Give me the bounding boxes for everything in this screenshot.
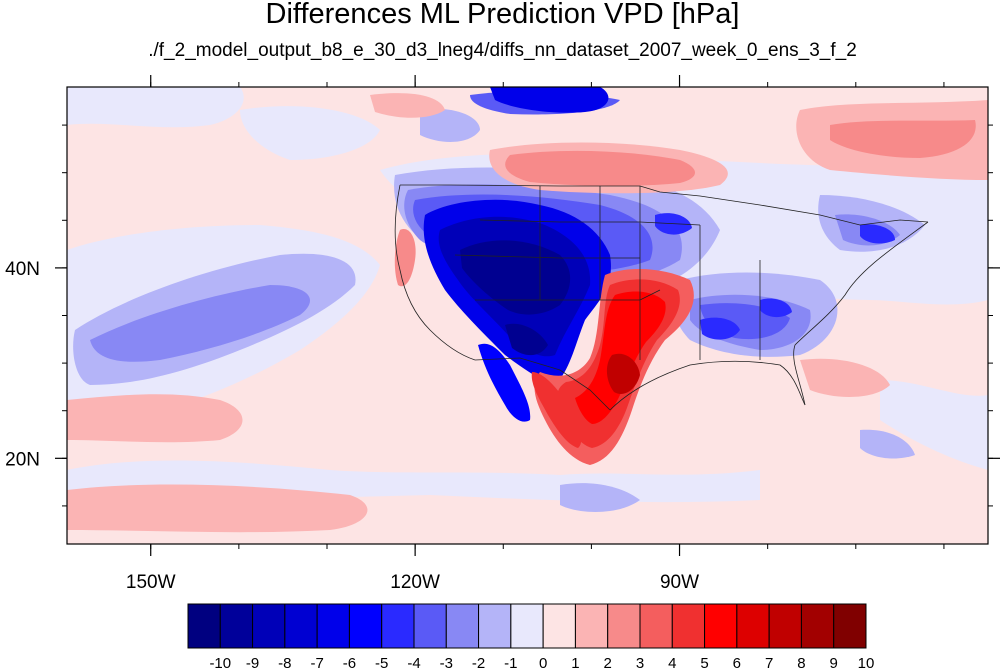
colorbar: -10 -9 -8 -7 -6 -5 -4 -3 -2 -1 0 1 2 3 4 5 6 7 8 9 10 xyxy=(187,603,875,672)
colorbar-label: 0 xyxy=(539,655,547,672)
map-axes: 150W 120W 90W 40N 20N xyxy=(5,75,1000,593)
colorbar-swatch xyxy=(800,603,835,649)
colorbar-label: -3 xyxy=(440,655,453,672)
colorbar-label: -10 xyxy=(209,655,231,672)
colorbar-swatch xyxy=(510,603,544,649)
colorbar-label: 9 xyxy=(830,655,838,672)
colorbar-label: -8 xyxy=(278,655,291,672)
colorbar-swatch xyxy=(187,603,221,649)
y-tick-label: 40N xyxy=(5,259,40,280)
colorbar-label: -6 xyxy=(343,655,356,672)
colorbar-swatch xyxy=(252,603,286,649)
colorbar-label: 3 xyxy=(636,655,644,672)
y-tick-label: 20N xyxy=(5,449,40,470)
colorbar-label: 10 xyxy=(858,655,875,672)
colorbar-swatch xyxy=(316,603,350,649)
field-baja xyxy=(478,343,531,422)
x-tick-label: 90W xyxy=(660,572,699,593)
colorbar-label: 8 xyxy=(797,655,805,672)
field-red-gulf-strip xyxy=(531,372,582,448)
colorbar-swatch xyxy=(704,603,738,649)
colorbar-swatch xyxy=(348,603,383,649)
colorbar-swatch xyxy=(284,603,318,649)
field-red-8 xyxy=(606,353,640,395)
colorbar-swatch xyxy=(607,603,641,649)
colorbar-swatch xyxy=(445,603,480,649)
colorbar-swatch xyxy=(574,603,609,649)
map-subtitle: ./f_2_model_output_b8_e_30_d3_lneg4/diff… xyxy=(148,40,857,61)
colorbar-label: -1 xyxy=(504,655,517,672)
x-tick-label: 150W xyxy=(126,572,176,593)
colorbar-label: 1 xyxy=(571,655,579,672)
colorbar-label: -2 xyxy=(472,655,485,672)
x-tick-label: 120W xyxy=(390,572,440,593)
colorbar-swatch xyxy=(413,603,447,649)
colorbar-label: -4 xyxy=(407,655,420,672)
colorbar-swatch xyxy=(639,603,673,649)
colorbar-swatch xyxy=(671,603,706,649)
colorbar-label: -7 xyxy=(310,655,323,672)
colorbar-label: 7 xyxy=(765,655,773,672)
colorbar-swatch xyxy=(833,603,867,649)
colorbar-swatch xyxy=(768,603,802,649)
colorbar-swatch xyxy=(219,603,254,649)
colorbar-label: -9 xyxy=(246,655,259,672)
colorbar-swatch xyxy=(736,603,770,649)
colorbar-swatch xyxy=(381,603,415,649)
map-title: Differences ML Prediction VPD [hPa] xyxy=(265,0,740,30)
colorbar-label: 2 xyxy=(604,655,612,672)
colorbar-label: 6 xyxy=(733,655,741,672)
field-north-blue xyxy=(490,87,609,113)
field-blue-10 xyxy=(460,240,571,356)
colorbar-label: 5 xyxy=(700,655,708,672)
colorbar-label: -5 xyxy=(375,655,388,672)
map-field xyxy=(67,87,988,544)
colorbar-label: 4 xyxy=(668,655,676,672)
colorbar-swatch xyxy=(542,603,576,649)
map-borders xyxy=(394,184,929,411)
colorbar-swatch xyxy=(478,603,512,649)
